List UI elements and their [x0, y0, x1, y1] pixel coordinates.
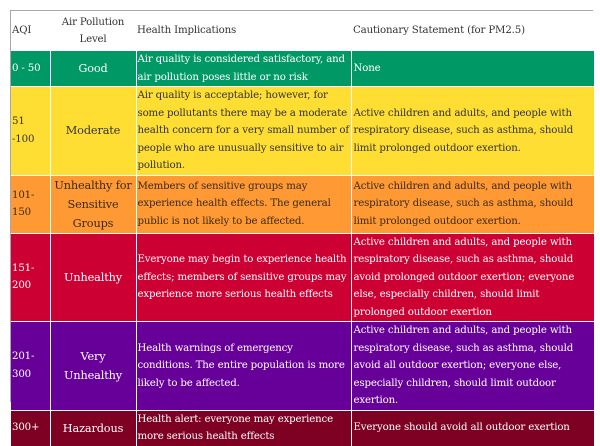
aqi-range: 0 - 50: [11, 51, 51, 87]
table-header-row: AQI Air Pollution Level Health Implicati…: [11, 11, 594, 51]
aqi-range: 201-300: [11, 321, 51, 411]
cautionary-statement: Active children and adults, and people w…: [351, 233, 594, 322]
cautionary-statement: Everyone should avoid all outdoor exerti…: [351, 410, 594, 446]
health-implications: Air quality is considered satisfactory, …: [136, 51, 352, 87]
pollution-level: Hazardous: [50, 410, 137, 446]
table-row-very-unhealthy: 201-300 Very Unhealthy Health warnings o…: [11, 321, 594, 411]
aqi-range: 101-150: [11, 175, 51, 234]
pollution-level: Good: [50, 51, 137, 87]
aqi-range: 51 -100: [11, 86, 51, 176]
pollution-level: Moderate: [50, 86, 137, 176]
aqi-table-container: AQI Air Pollution Level Health Implicati…: [10, 10, 594, 446]
aqi-range: 300+: [11, 410, 51, 446]
header-aqi: AQI: [11, 11, 50, 51]
health-implications: Everyone may begin to experience health …: [136, 233, 352, 322]
table-row-unhealthy-sensitive: 101-150 Unhealthy for Sensitive Groups M…: [11, 175, 594, 234]
table-row-hazardous: 300+ Hazardous Health alert: everyone ma…: [11, 410, 594, 446]
table-row-good: 0 - 50 Good Air quality is considered sa…: [11, 51, 594, 87]
pollution-level: Unhealthy for Sensitive Groups: [50, 175, 137, 234]
aqi-table: AQI Air Pollution Level Health Implicati…: [11, 11, 594, 446]
cautionary-statement: Active children and adults, and people w…: [351, 321, 594, 411]
health-implications: Air quality is acceptable; however, for …: [136, 86, 352, 176]
cautionary-statement: Active children and adults, and people w…: [351, 86, 594, 176]
header-air-pollution-level: Air Pollution Level: [50, 11, 136, 51]
health-implications: Health warnings of emergency conditions.…: [136, 321, 352, 411]
cautionary-statement: Active children and adults, and people w…: [351, 175, 594, 234]
aqi-range: 151-200: [11, 233, 51, 322]
health-implications: Health alert: everyone may experience mo…: [136, 410, 352, 446]
table-row-moderate: 51 -100 Moderate Air quality is acceptab…: [11, 86, 594, 176]
header-cautionary-statement: Cautionary Statement (for PM2.5): [351, 11, 594, 51]
cautionary-statement: None: [351, 51, 594, 87]
pollution-level: Very Unhealthy: [50, 321, 137, 411]
health-implications: Members of sensitive groups may experien…: [136, 175, 352, 234]
table-row-unhealthy: 151-200 Unhealthy Everyone may begin to …: [11, 233, 594, 322]
pollution-level: Unhealthy: [50, 233, 137, 322]
header-health-implications: Health Implications: [136, 11, 351, 51]
